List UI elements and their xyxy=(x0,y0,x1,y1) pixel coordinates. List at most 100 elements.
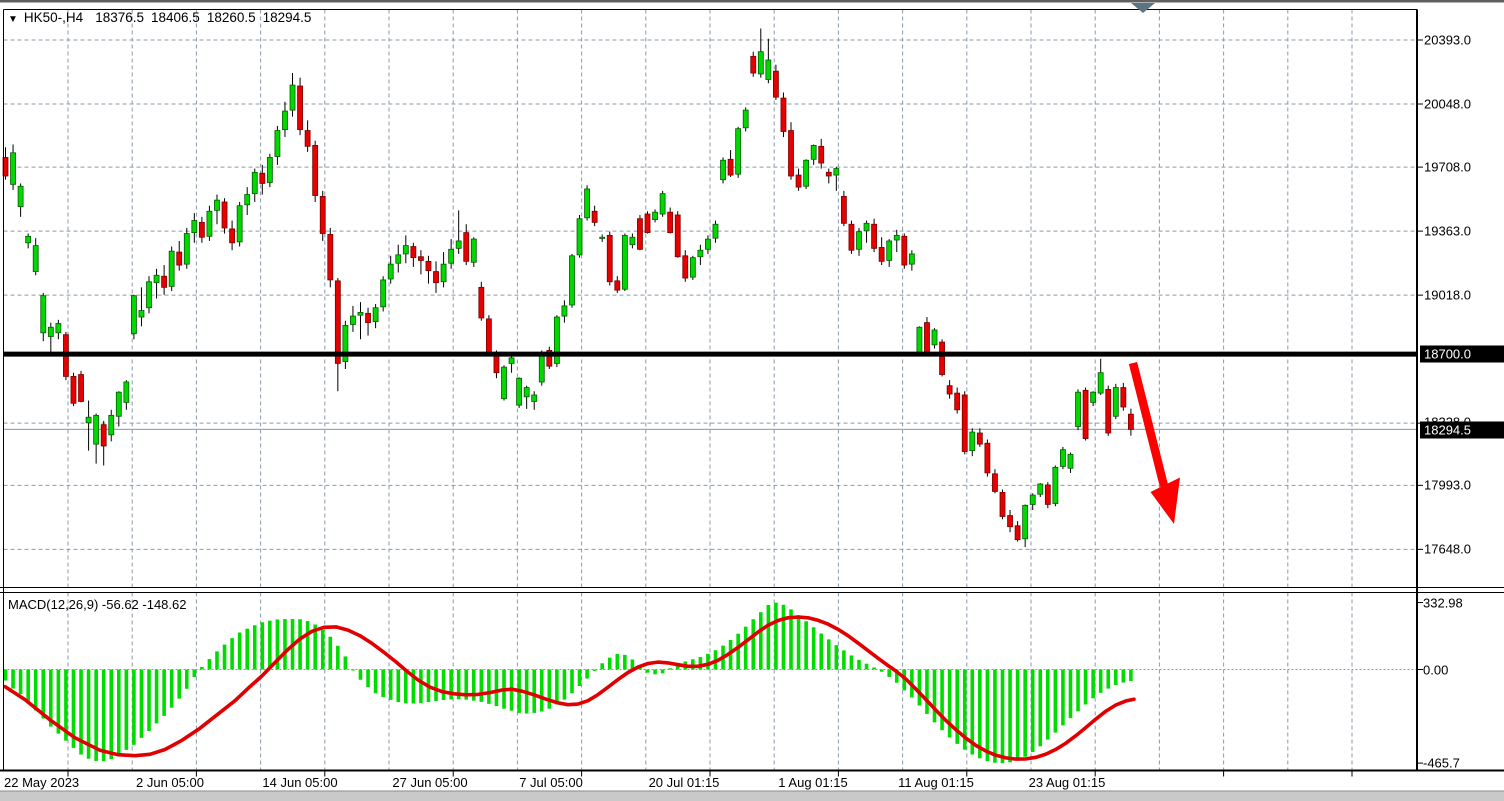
candle-up xyxy=(1022,504,1029,540)
candle-up xyxy=(689,257,696,278)
scroll-marker-icon[interactable] xyxy=(1131,3,1155,13)
candle-up xyxy=(735,128,742,175)
candle-up xyxy=(886,240,893,261)
macd-bar xyxy=(796,615,801,670)
candle-up xyxy=(47,326,54,337)
macd-bar xyxy=(479,669,484,702)
candle-up xyxy=(1090,391,1097,403)
macd-bar xyxy=(1023,669,1027,757)
macd-bar xyxy=(373,669,378,694)
macd-bar xyxy=(623,654,627,670)
candle-up xyxy=(856,231,862,250)
candle-down xyxy=(992,473,998,492)
candlestick-series[interactable] xyxy=(2,28,1134,548)
candle-up xyxy=(25,235,32,244)
macd-bar xyxy=(811,627,816,670)
macd-signal-line xyxy=(3,615,1136,761)
time-axis-label: 27 Jun 05:00 xyxy=(392,775,468,790)
macd-bar xyxy=(751,619,756,670)
candle-up xyxy=(191,220,198,234)
macd-bar xyxy=(774,602,778,670)
macd-bar xyxy=(177,669,182,699)
macd-bar xyxy=(743,626,748,670)
candle-up xyxy=(183,233,190,265)
candle-up xyxy=(659,193,666,215)
candle-down xyxy=(1082,389,1089,439)
candle-up xyxy=(757,51,764,75)
macd-bar xyxy=(124,669,129,750)
candle-down xyxy=(418,256,424,261)
macd-bar xyxy=(101,669,106,762)
macd-bar xyxy=(1091,669,1095,699)
candle-up xyxy=(138,310,145,318)
symbol-dropdown-icon[interactable]: ▼ xyxy=(8,14,18,25)
candle-up xyxy=(440,263,447,283)
macd-bar xyxy=(33,669,38,711)
macd-bar xyxy=(607,657,612,670)
trend-arrow[interactable] xyxy=(1128,361,1180,524)
macd-bar xyxy=(162,669,166,716)
macd-bar xyxy=(419,669,423,704)
quote-open: 18376.5 xyxy=(95,10,144,25)
macd-axis-label: 332.98 xyxy=(1423,595,1463,611)
candle-up xyxy=(569,255,575,306)
candle-up xyxy=(621,234,628,290)
candle-up xyxy=(455,240,462,249)
macd-bar xyxy=(1008,669,1012,763)
candle-up xyxy=(1029,494,1036,505)
candle-up xyxy=(131,295,137,335)
candle-up xyxy=(372,307,379,323)
candle-down xyxy=(606,234,613,283)
macd-bar xyxy=(1030,669,1035,753)
candle-up xyxy=(274,130,281,157)
macd-bar xyxy=(985,669,990,762)
candle-up xyxy=(765,59,772,80)
candle-up xyxy=(538,353,545,383)
candle-up xyxy=(266,157,273,183)
candle-up xyxy=(251,171,258,195)
candle-down xyxy=(637,218,643,250)
candle-up xyxy=(40,295,47,334)
macd-bar xyxy=(200,666,204,670)
candle-up xyxy=(470,238,477,263)
macd-bar xyxy=(970,669,975,755)
candle-down xyxy=(871,223,877,249)
candle-up xyxy=(720,159,726,181)
macd-bar xyxy=(18,669,23,695)
macd-bar xyxy=(320,629,325,670)
candle-up xyxy=(1037,483,1044,495)
candle-up xyxy=(55,323,62,334)
candle-down xyxy=(780,97,787,132)
candle-up xyxy=(629,236,636,246)
macd-bar xyxy=(872,667,876,670)
macd-bar xyxy=(71,669,76,748)
candle-up xyxy=(380,279,387,308)
candle-down xyxy=(644,213,651,234)
candle-down xyxy=(1007,515,1013,528)
macd-bar xyxy=(804,621,808,670)
macd-bar xyxy=(184,669,189,689)
macd-bar xyxy=(169,669,174,708)
candle-up xyxy=(833,168,840,176)
macd-bar xyxy=(1061,669,1065,726)
candle-up xyxy=(1097,372,1104,394)
macd-bar xyxy=(615,654,620,670)
candle-down xyxy=(312,144,319,196)
candle-up xyxy=(153,274,160,284)
macd-bar xyxy=(1098,669,1103,693)
candle-down xyxy=(939,341,945,375)
macd-bar xyxy=(585,669,589,679)
candle-up xyxy=(863,222,870,232)
candle-down xyxy=(773,70,779,98)
macd-bar xyxy=(653,669,657,675)
window-top-border xyxy=(0,0,1504,3)
macd-bar xyxy=(132,669,136,745)
candle-down xyxy=(1105,388,1112,434)
time-axis-label: 23 Aug 01:15 xyxy=(1028,775,1106,790)
macd-bar xyxy=(592,669,597,671)
candle-down xyxy=(493,353,500,374)
candle-up xyxy=(115,391,122,417)
macd-bar xyxy=(487,669,491,704)
